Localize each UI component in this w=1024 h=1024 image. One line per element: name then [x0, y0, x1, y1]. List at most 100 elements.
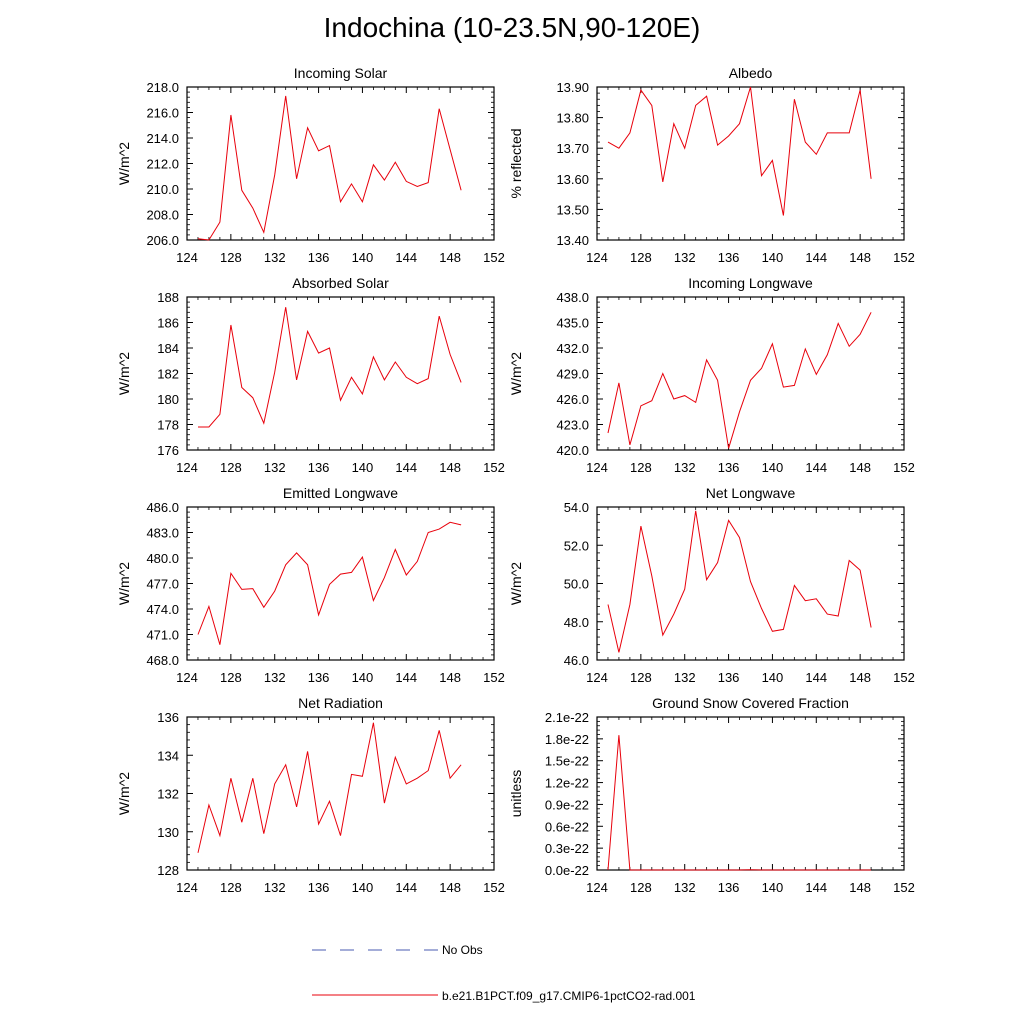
- y-tick-label: 218.0: [146, 80, 179, 95]
- x-tick-label: 136: [308, 670, 330, 685]
- x-tick-label: 124: [586, 460, 608, 475]
- plot-frame: [186, 86, 495, 241]
- plot-frame: [186, 506, 495, 661]
- panel-title: Net Radiation: [298, 695, 383, 711]
- y-tick-label: 46.0: [564, 653, 589, 668]
- panel-title: Incoming Longwave: [688, 275, 813, 291]
- y-tick-label: 471.0: [146, 628, 179, 643]
- x-tick-label: 140: [762, 880, 784, 895]
- x-tick-label: 136: [718, 250, 740, 265]
- x-tick-label: 148: [849, 250, 871, 265]
- y-tick-label: 13.80: [556, 111, 589, 126]
- panel-ground-snow-covered-fraction: Ground Snow Covered Fraction unitless 124 1…: [508, 695, 915, 895]
- x-tick-label: 124: [176, 670, 198, 685]
- x-tick-label: 148: [439, 250, 461, 265]
- x-tick-label: 140: [352, 250, 374, 265]
- panel-title: Incoming Solar: [294, 65, 388, 81]
- y-tick-label: 486.0: [146, 500, 179, 515]
- y-axis-label: % reflected: [508, 128, 524, 198]
- series-line: [607, 735, 872, 871]
- x-tick-label: 128: [220, 880, 242, 895]
- y-tick-label: 136: [157, 710, 179, 725]
- x-tick-label: 128: [220, 460, 242, 475]
- x-tick-label: 148: [849, 670, 871, 685]
- x-tick-label: 152: [483, 250, 505, 265]
- x-tick-label: 148: [849, 460, 871, 475]
- y-tick-label: 214.0: [146, 131, 179, 146]
- y-tick-label: 429.0: [556, 367, 589, 382]
- plot-frame: [596, 716, 905, 871]
- y-tick-label: 426.0: [556, 392, 589, 407]
- x-tick-label: 152: [893, 880, 915, 895]
- legend-model-label: b.e21.B1PCT.f09_g17.CMIP6-1pctCO2-rad.00…: [442, 989, 696, 1003]
- x-tick-label: 148: [439, 670, 461, 685]
- y-tick-label: 483.0: [146, 526, 179, 541]
- y-axis-label: W/m^2: [116, 142, 132, 185]
- y-tick-label: 184: [157, 341, 179, 356]
- y-tick-label: 178: [157, 418, 179, 433]
- x-tick-label: 152: [893, 460, 915, 475]
- panel-emitted-longwave: Emitted Longwave W/m^2 124 128 132 136 140 144 1…: [116, 485, 505, 685]
- x-tick-label: 124: [586, 880, 608, 895]
- y-tick-label: 206.0: [146, 233, 179, 248]
- x-tick-label: 152: [483, 460, 505, 475]
- x-tick-label: 140: [352, 880, 374, 895]
- y-tick-label: 54.0: [564, 500, 589, 515]
- x-tick-label: 132: [674, 250, 696, 265]
- x-tick-label: 148: [439, 460, 461, 475]
- x-tick-label: 144: [395, 670, 417, 685]
- panel-net-radiation: Net Radiation W/m^2 124 128 132 136 140 144 148 1…: [116, 695, 505, 895]
- y-tick-label: 432.0: [556, 341, 589, 356]
- x-tick-label: 124: [176, 250, 198, 265]
- x-tick-label: 136: [718, 460, 740, 475]
- y-tick-label: 0.0e-22: [545, 863, 589, 878]
- y-tick-label: 132: [157, 787, 179, 802]
- series-line: [607, 510, 872, 653]
- series-line: [607, 312, 872, 449]
- x-tick-label: 128: [630, 670, 652, 685]
- x-tick-label: 132: [264, 250, 286, 265]
- y-tick-label: 2.1e-22: [545, 710, 589, 725]
- y-tick-label: 1.8e-22: [545, 732, 589, 747]
- plot-frame: [596, 506, 905, 661]
- x-tick-label: 140: [762, 250, 784, 265]
- y-tick-label: 474.0: [146, 602, 179, 617]
- x-tick-label: 128: [630, 250, 652, 265]
- y-tick-label: 13.40: [556, 233, 589, 248]
- x-tick-label: 132: [674, 880, 696, 895]
- y-axis-label: W/m^2: [508, 352, 524, 395]
- y-tick-label: 13.50: [556, 202, 589, 217]
- series-line: [198, 307, 462, 428]
- x-tick-label: 152: [893, 250, 915, 265]
- plot-frame: [186, 296, 495, 451]
- panel-title: Ground Snow Covered Fraction: [652, 695, 849, 711]
- y-tick-label: 438.0: [556, 290, 589, 305]
- y-axis-label: W/m^2: [116, 352, 132, 395]
- x-tick-label: 136: [308, 460, 330, 475]
- y-tick-label: 0.9e-22: [545, 797, 589, 812]
- y-tick-label: 188: [157, 290, 179, 305]
- plot-frame: [596, 86, 905, 241]
- panel-title: Absorbed Solar: [292, 275, 389, 291]
- x-tick-label: 144: [805, 250, 827, 265]
- x-tick-label: 128: [220, 250, 242, 265]
- plot-frame: [186, 716, 495, 871]
- x-tick-label: 136: [308, 880, 330, 895]
- x-tick-label: 148: [849, 880, 871, 895]
- x-tick-label: 152: [483, 670, 505, 685]
- x-tick-label: 136: [718, 670, 740, 685]
- x-tick-label: 152: [893, 670, 915, 685]
- y-axis-label: W/m^2: [508, 562, 524, 605]
- x-tick-label: 132: [264, 460, 286, 475]
- x-tick-label: 128: [220, 670, 242, 685]
- page-title: Indochina (10-23.5N,90-120E): [323, 12, 701, 43]
- y-tick-label: 13.90: [556, 80, 589, 95]
- panel-title: Albedo: [729, 65, 773, 81]
- y-tick-label: 52.0: [564, 538, 589, 553]
- series-line: [607, 86, 872, 216]
- legend-model-line: [312, 994, 438, 996]
- panel-net-longwave: Net Longwave W/m^2 124 128 132 136 140 144 148 15…: [508, 485, 915, 685]
- x-tick-label: 144: [805, 460, 827, 475]
- y-tick-label: 1.5e-22: [545, 754, 589, 769]
- y-tick-label: 128: [157, 863, 179, 878]
